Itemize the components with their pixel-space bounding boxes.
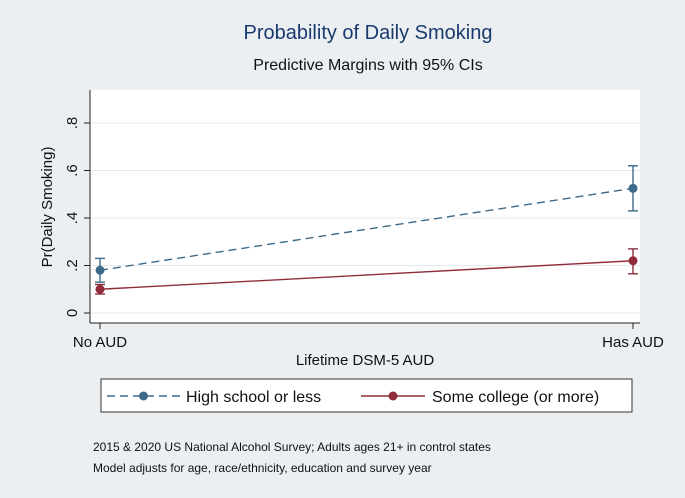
data-point [95,284,105,294]
plot-area [90,90,640,323]
y-tick-label: .2 [64,259,81,272]
y-axis-ticks: 0 .2 .4 .6 .8 [64,117,90,317]
chart-title: Probability of Daily Smoking [244,22,493,44]
note-model: Model adjusts for age, race/ethnicity, e… [93,461,432,475]
series-line [99,187,634,271]
axes [89,90,640,324]
legend-label: High school or less [186,389,321,406]
legend-marker [139,391,148,401]
x-axis-ticks: No AUD Has AUD [73,323,664,351]
y-tick-label: 0 [64,309,81,317]
note-source: 2015 & 2020 US National Alcohol Survey; … [93,440,491,454]
y-tick-label: .4 [64,212,81,225]
y-tick-label: .8 [64,117,81,130]
x-tick-label: No AUD [73,334,127,351]
data-point [628,183,638,193]
y-tick-label: .6 [64,164,81,177]
data-point [628,256,638,266]
x-tick-label: Has AUD [602,334,664,351]
data-point [95,265,105,275]
series-line [99,260,634,290]
x-axis-label: Lifetime DSM-5 AUD [296,352,435,369]
legend-label: Some college (or more) [432,389,599,406]
series-layer [95,165,638,295]
chart-subtitle: Predictive Margins with 95% CIs [253,57,482,74]
y-axis-label: Pr(Daily Smoking) [39,147,56,268]
legend-marker [388,391,398,401]
legend: High school or less Some college (or more… [107,389,599,406]
